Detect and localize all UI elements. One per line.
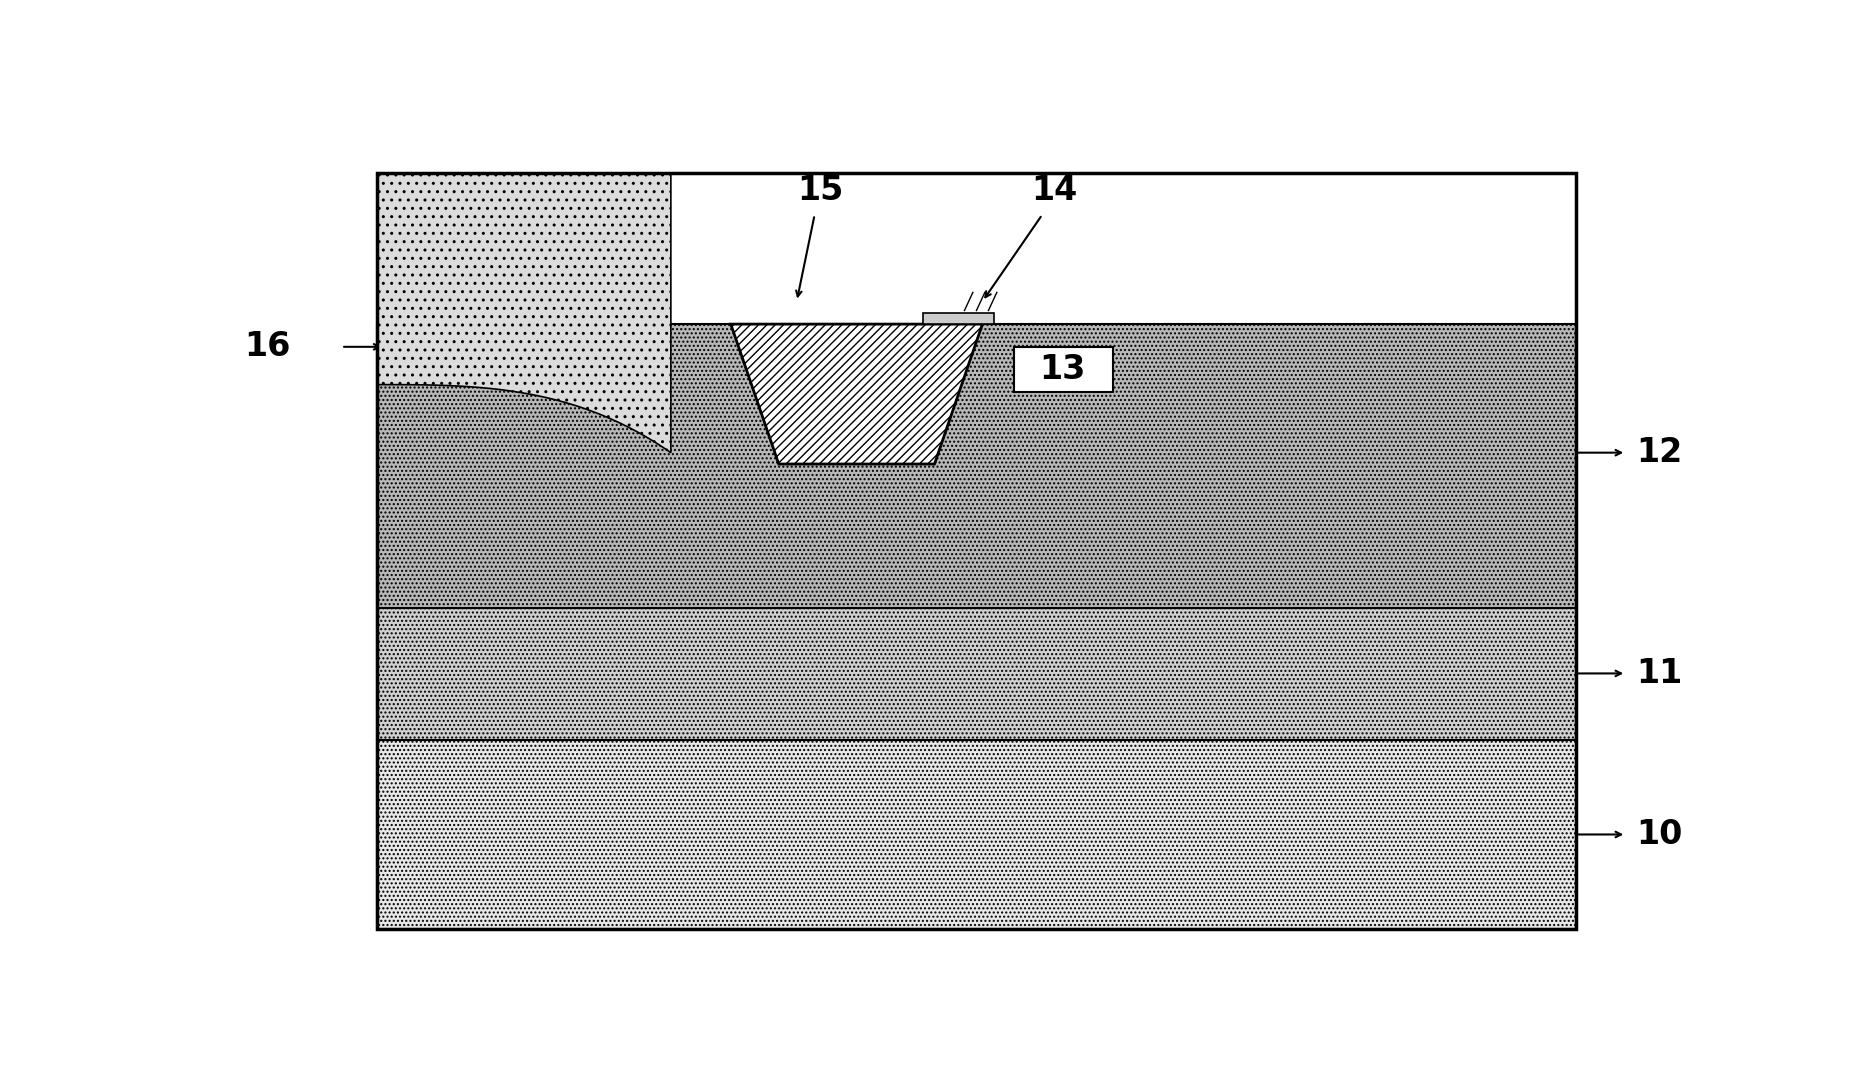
Text: 11: 11 (1636, 657, 1682, 690)
Bar (376, 324, 1576, 608)
Text: 15: 15 (797, 173, 844, 207)
Text: 13: 13 (1040, 353, 1086, 386)
Text: 12: 12 (1636, 436, 1682, 469)
Bar (376, 740, 1576, 930)
Text: 10: 10 (1636, 818, 1682, 851)
Text: 14: 14 (1032, 173, 1077, 207)
FancyBboxPatch shape (1013, 347, 1114, 392)
Text: 16: 16 (244, 331, 291, 363)
Polygon shape (376, 172, 671, 453)
Polygon shape (730, 324, 982, 464)
Bar (376, 172, 1576, 930)
Bar (376, 608, 1576, 740)
Bar (922, 313, 995, 324)
